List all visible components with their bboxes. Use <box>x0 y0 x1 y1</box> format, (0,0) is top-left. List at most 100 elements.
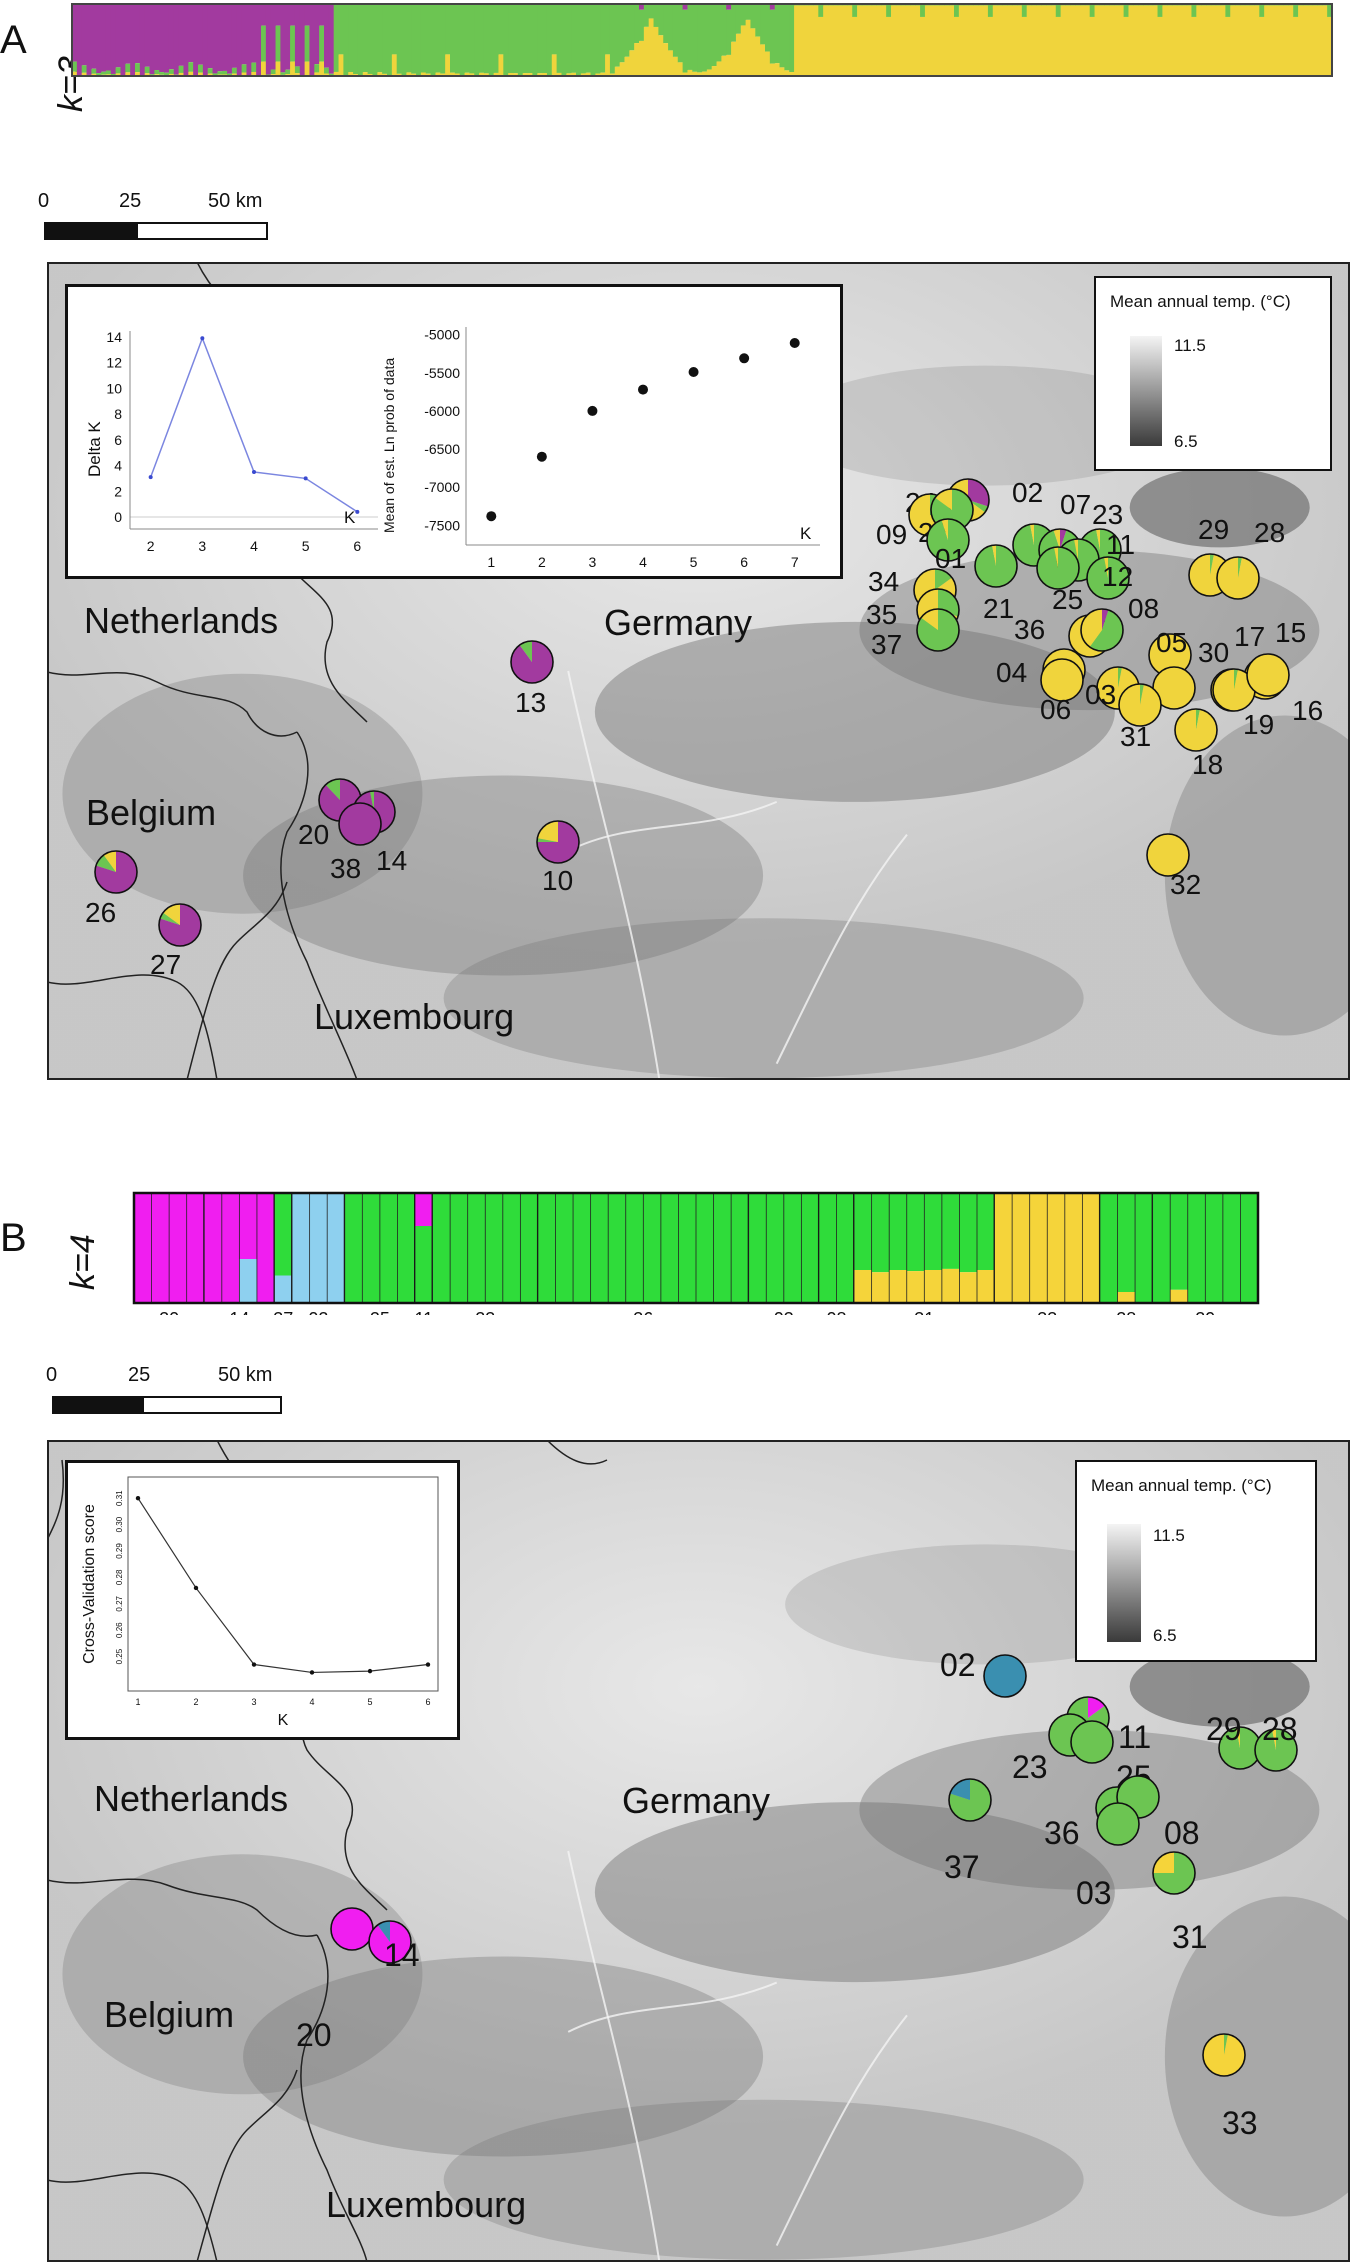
country-luxembourg: Luxembourg <box>314 996 515 1037</box>
structure-bar-segment <box>939 5 945 76</box>
structure-bar-segment <box>954 4 960 17</box>
structure-bar-segment <box>420 72 427 76</box>
structure-bar-segment <box>527 4 533 74</box>
deltak-ylabel: Delta K <box>85 421 104 477</box>
cv-ytick: 0.25 <box>115 1648 124 1664</box>
pie-outline <box>1202 2033 1246 2077</box>
structure-bar-segment <box>415 1226 433 1303</box>
structure-bar-segment <box>309 4 315 76</box>
structure-bar-segment <box>634 43 640 76</box>
structure-bar-segment <box>987 16 994 76</box>
structure-bar-b-group-14 <box>203 1193 275 1303</box>
structure-bar-segment <box>801 1193 819 1303</box>
structure-bar-segment <box>217 4 223 72</box>
map-highland-shading <box>1164 1896 1350 2217</box>
structure-bar-segment <box>731 41 737 76</box>
map-highland-shading <box>62 673 423 914</box>
structure-bar-segment <box>1060 5 1067 76</box>
structure-bar-segment <box>498 54 504 76</box>
structure-bar-segment <box>595 4 601 74</box>
pie-outline <box>1096 1802 1140 1846</box>
structure-bar-segment <box>96 4 102 74</box>
structure-bar-segment <box>958 5 965 76</box>
structure-bar-segment <box>1113 5 1120 76</box>
pie-slice <box>1175 709 1217 751</box>
lnprob-point <box>587 405 598 416</box>
structure-bar-segment <box>328 4 335 74</box>
pie-slice <box>1238 557 1242 578</box>
country-border <box>186 881 288 1080</box>
structure-bar-segment <box>319 61 325 76</box>
structure-bar-segment <box>687 4 693 70</box>
structure-bar-segment <box>959 1193 977 1273</box>
structure-bar-segment <box>168 69 175 74</box>
pop-label-32: 32 <box>1170 869 1201 900</box>
structure-bar-segment <box>324 73 330 76</box>
structure-bar-segment <box>469 73 475 76</box>
structure-bar-segment <box>222 70 228 75</box>
deltak-point <box>303 476 308 481</box>
structure-bar-segment <box>1225 4 1231 17</box>
structure-bar-segment <box>1080 5 1086 76</box>
structure-bar-segment <box>81 72 88 76</box>
structure-bar-b-group-23 <box>432 1193 538 1303</box>
structure-bar-segment <box>1170 1289 1188 1303</box>
structure-bar-segment <box>425 73 432 76</box>
structure-bar-segment <box>188 4 194 63</box>
structure-bar-segment <box>343 4 349 76</box>
lnprob-point <box>638 384 648 395</box>
pie-outline <box>1254 1728 1298 1772</box>
map-highland-shading <box>1129 467 1310 548</box>
structure-bar-segment <box>750 4 756 29</box>
pop-label-05: 05 <box>1156 627 1187 658</box>
pie-pop-32 <box>1146 833 1190 877</box>
structure-bar-segment <box>411 4 417 74</box>
lnprob-ytick: -6500 <box>424 441 460 457</box>
map-highland-shading <box>243 1956 764 2157</box>
structure-bar-segment <box>338 54 344 76</box>
structure-bar-b-group-02 <box>291 1193 345 1303</box>
pie-pop-06 <box>1040 658 1084 702</box>
structure-bar-segment <box>1089 16 1096 76</box>
structure-bar-segment <box>546 4 553 76</box>
structure-bar-segment <box>1288 5 1294 76</box>
structure-bar-segment <box>551 54 558 76</box>
pie-pop-13 <box>510 640 554 684</box>
structure-bar-segment <box>327 1193 345 1303</box>
structure-bar-b-group-31 <box>853 1193 995 1303</box>
scale-black-segment <box>44 222 136 240</box>
structure-bar-segment <box>488 4 495 76</box>
structure-bar-segment <box>387 4 393 76</box>
bar-label-08: 08 <box>826 1309 846 1315</box>
pie-outline <box>1036 546 1080 590</box>
structure-bar-segment <box>740 4 747 26</box>
structure-bar-segment <box>585 72 592 76</box>
structure-bar-segment <box>1244 5 1251 76</box>
pie-slice <box>1096 529 1100 550</box>
structure-bar-segment <box>537 1193 556 1303</box>
structure-bar-b-group-11 <box>414 1193 433 1303</box>
structure-bar-segment <box>625 1193 644 1303</box>
pie-pop-21 <box>974 544 1018 588</box>
structure-bar-segment <box>270 69 277 75</box>
legend-gradient <box>1130 336 1162 446</box>
structure-bar-segment <box>1026 5 1033 76</box>
structure-bar-segment <box>561 4 567 76</box>
pop-label-19: 19 <box>1243 709 1274 740</box>
structure-bar-segment <box>275 61 281 76</box>
structure-bar-segment <box>789 4 795 73</box>
pie-slice <box>968 500 988 513</box>
structure-bar-segment <box>1205 1193 1223 1303</box>
structure-bar-segment <box>779 4 785 68</box>
pie-outline <box>368 1920 412 1964</box>
map-highland-shading <box>859 1729 1320 1890</box>
pie-slice <box>950 1779 970 1800</box>
structure-bar-segment <box>115 4 122 68</box>
lnprob-xtick: 2 <box>538 554 546 570</box>
structure-bar-segment <box>629 50 635 76</box>
pop-label-11: 11 <box>1118 1719 1151 1755</box>
pie-outline <box>1118 683 1162 727</box>
structure-bar-segment <box>1152 5 1159 76</box>
pop-label-07: 07 <box>1060 489 1091 520</box>
legend-gradient <box>1107 1524 1141 1642</box>
